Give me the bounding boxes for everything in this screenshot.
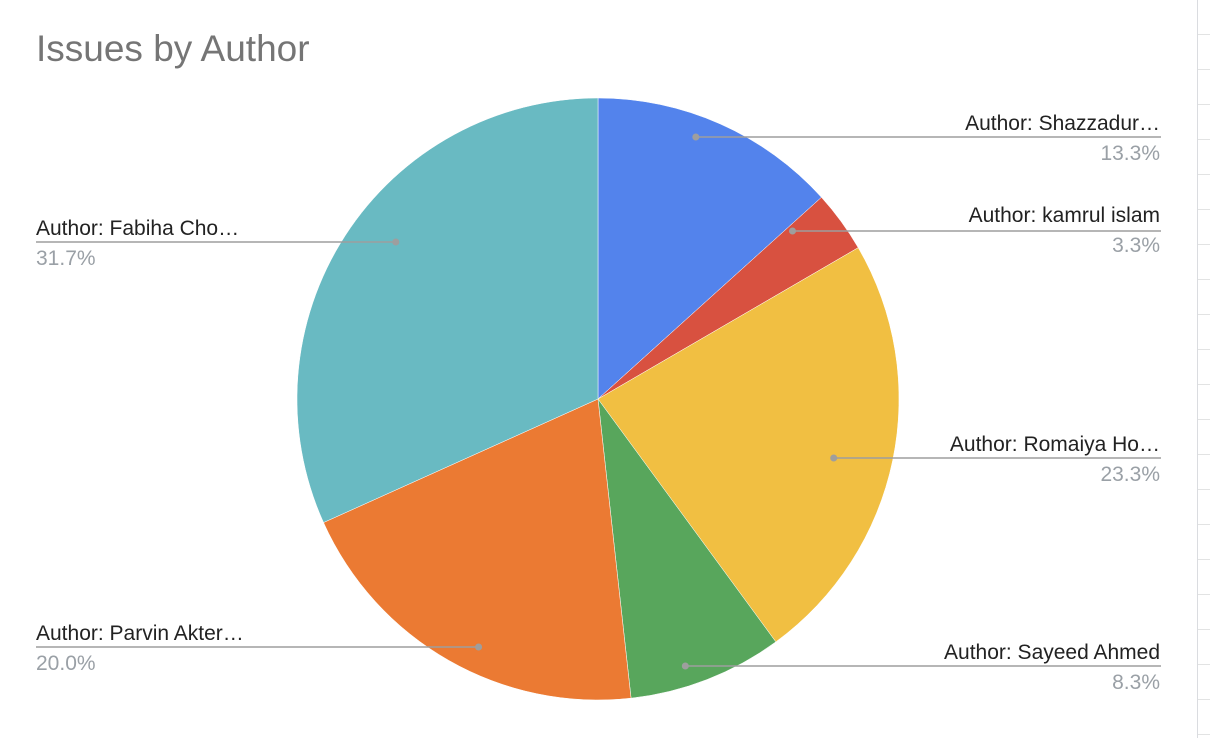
sheet-gridline bbox=[1198, 209, 1210, 210]
slice-percent-label: 31.7% bbox=[36, 247, 96, 270]
sheet-gridline bbox=[1198, 34, 1210, 35]
sheet-gridline bbox=[1198, 279, 1210, 280]
slice-label: Author: Fabiha Cho… bbox=[36, 217, 239, 240]
sheet-gridline bbox=[1198, 104, 1210, 105]
chart-title: Issues by Author bbox=[36, 28, 310, 69]
spreadsheet-grid-edge bbox=[1197, 0, 1210, 738]
leader-lines bbox=[36, 133, 1161, 670]
slice-label: Author: Parvin Akter… bbox=[36, 622, 244, 645]
pie-slices bbox=[296, 97, 900, 701]
slice-percent-label: 3.3% bbox=[1112, 234, 1160, 257]
pie-slice[interactable] bbox=[597, 398, 777, 699]
sheet-gridline bbox=[1198, 419, 1210, 420]
sheet-gridline bbox=[1198, 174, 1210, 175]
sheet-gridline bbox=[1198, 349, 1210, 350]
slice-percent-label: 23.3% bbox=[1100, 463, 1160, 486]
slice-percent-label: 13.3% bbox=[1100, 142, 1160, 165]
sheet-gridline bbox=[1198, 559, 1210, 560]
sheet-gridline bbox=[1198, 594, 1210, 595]
slice-labels: Author: Shazzadur… 13.3% Author: kamrul is… bbox=[36, 112, 1160, 694]
slice-percent-label: 20.0% bbox=[36, 652, 96, 675]
pie-slice[interactable] bbox=[323, 398, 632, 701]
pie-slice[interactable] bbox=[597, 97, 822, 400]
slice-percent-label: 8.3% bbox=[1112, 671, 1160, 694]
sheet-gridline bbox=[1198, 699, 1210, 700]
sheet-gridline bbox=[1198, 664, 1210, 665]
slice-label: Author: Romaiya Ho… bbox=[950, 433, 1160, 456]
sheet-gridline bbox=[1198, 139, 1210, 140]
leader-dot bbox=[692, 133, 700, 141]
slice-label: Author: Shazzadur… bbox=[965, 112, 1160, 135]
pie-slice[interactable] bbox=[597, 247, 900, 643]
leader-dot bbox=[681, 662, 689, 670]
sheet-gridline bbox=[1198, 454, 1210, 455]
sheet-gridline bbox=[1198, 629, 1210, 630]
sheet-gridline bbox=[1198, 524, 1210, 525]
sheet-gridline bbox=[1198, 384, 1210, 385]
leader-dot bbox=[392, 238, 400, 246]
slice-label: Author: Sayeed Ahmed bbox=[944, 641, 1160, 664]
sheet-gridline bbox=[1198, 69, 1210, 70]
leader-dot bbox=[475, 643, 483, 651]
slice-label: Author: kamrul islam bbox=[969, 204, 1160, 227]
sheet-gridline bbox=[1198, 314, 1210, 315]
sheet-gridline bbox=[1198, 244, 1210, 245]
sheet-gridline bbox=[1198, 734, 1210, 735]
sheet-gridline bbox=[1198, 489, 1210, 490]
pie-slice[interactable] bbox=[296, 97, 599, 523]
leader-dot bbox=[788, 227, 796, 235]
leader-dot bbox=[830, 454, 838, 462]
